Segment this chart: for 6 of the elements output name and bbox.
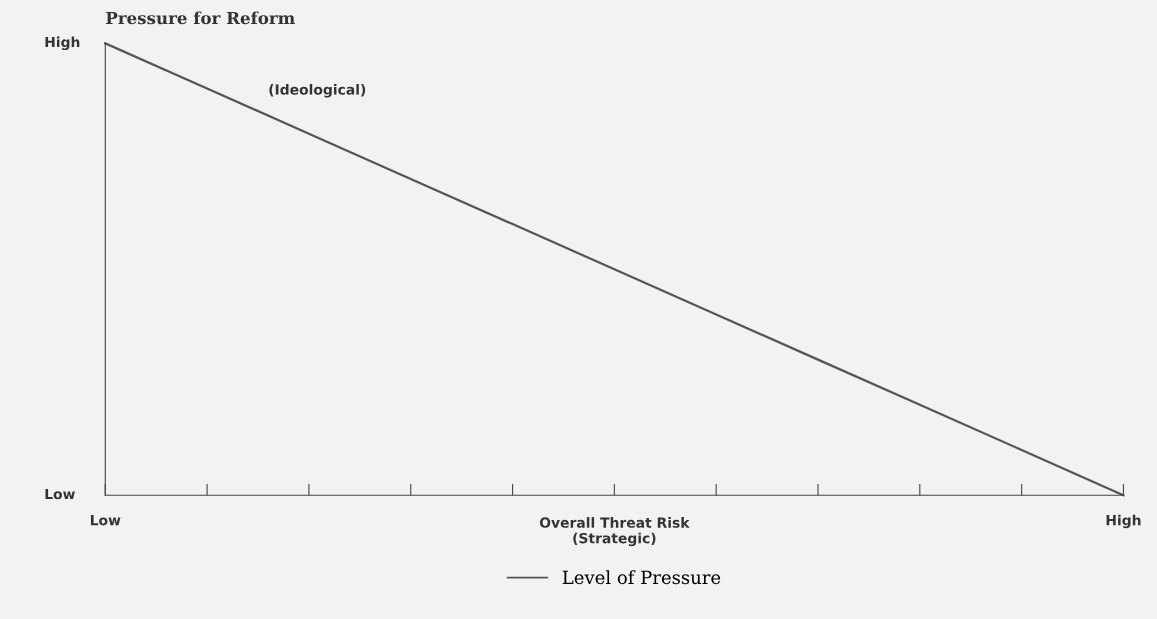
text: Low [45, 488, 75, 500]
y-axis-title: Pressure for Reform [106, 11, 295, 25]
x-axis-title: Overall Threat Risk (Strategic) [539, 517, 690, 547]
text: High [45, 36, 80, 51]
legend-label: Level of Pressure [562, 570, 721, 585]
annotation: (Ideological) [269, 84, 366, 98]
